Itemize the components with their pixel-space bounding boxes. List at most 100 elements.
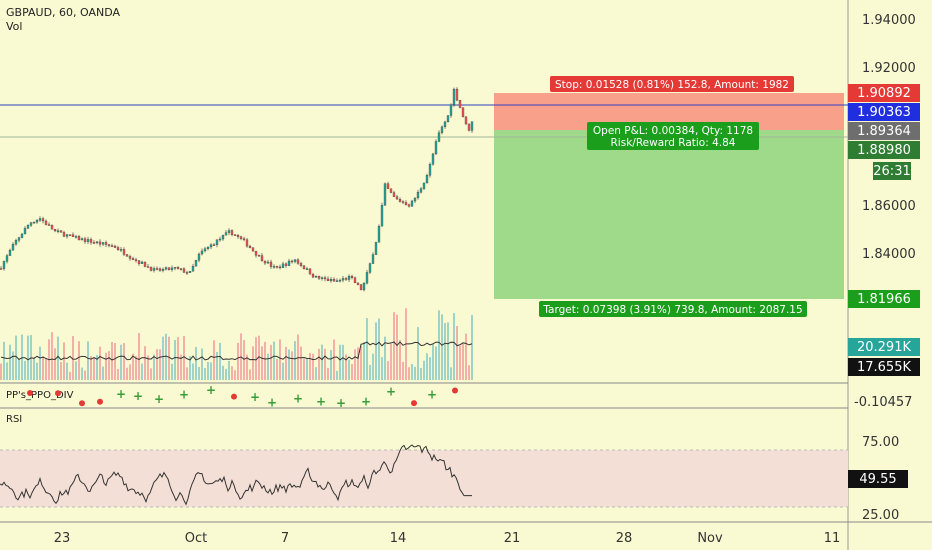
candle	[278, 266, 282, 269]
rsi-value: 49.55	[859, 472, 896, 487]
rsi-label: RSI	[6, 414, 23, 425]
candle	[272, 266, 276, 268]
volume-bar	[114, 343, 116, 380]
candle	[98, 241, 102, 245]
candle	[461, 107, 465, 117]
candle	[326, 278, 330, 282]
candle	[176, 267, 180, 269]
volume-bar	[312, 353, 314, 380]
ppo-value: -0.10457	[854, 395, 912, 410]
target-zone[interactable]	[494, 130, 844, 299]
candle	[284, 263, 288, 266]
target-price-tag	[848, 290, 920, 308]
candle	[173, 267, 177, 269]
candle	[233, 234, 237, 236]
candle	[443, 121, 447, 128]
candle	[320, 277, 324, 279]
volume-bar	[18, 358, 20, 380]
volume-bar	[261, 346, 263, 380]
volume-bar	[291, 351, 293, 380]
price-tick: 1.92000	[862, 61, 916, 76]
volume-bar	[447, 322, 449, 380]
volume-bar	[288, 349, 290, 380]
candle	[212, 244, 216, 246]
volume-bar	[237, 342, 239, 380]
volume-bar	[120, 344, 122, 380]
target-annotation-box	[539, 301, 807, 317]
volume-value: 20.291K	[857, 340, 911, 355]
candle	[248, 245, 252, 249]
volume-bar	[192, 363, 194, 380]
volume-bar	[90, 356, 92, 380]
candle	[392, 192, 396, 197]
volume-bar	[207, 361, 209, 380]
volume-bar	[429, 357, 431, 380]
candle	[227, 230, 231, 233]
volume-bar	[81, 367, 83, 380]
candle	[401, 201, 405, 203]
volume-bar	[252, 346, 254, 380]
candle	[386, 183, 390, 189]
candle	[38, 218, 42, 221]
candle	[83, 238, 87, 242]
volume-ma-line	[0, 341, 473, 361]
candle	[215, 239, 219, 245]
target-annotation: Target: 0.07398 (3.91%) 739.8, Amount: 2…	[542, 304, 802, 316]
time-tick: 7	[281, 531, 289, 546]
target-price: 1.81966	[857, 292, 911, 307]
ppo-plus-mark: +	[250, 390, 260, 404]
candle	[395, 196, 399, 200]
volume-bar	[165, 333, 167, 380]
rsi-value-tag	[848, 470, 908, 488]
volume-bar	[216, 351, 218, 380]
volume-bar	[210, 362, 212, 380]
candle	[317, 275, 321, 279]
volume-bar	[111, 341, 113, 380]
candle	[413, 197, 417, 202]
volume-bar	[426, 353, 428, 380]
candle	[218, 238, 222, 241]
volume-bar	[108, 351, 110, 380]
candle	[44, 220, 48, 225]
candle	[53, 229, 57, 232]
current-price-tag	[848, 141, 920, 159]
candle	[242, 238, 246, 240]
candle	[458, 100, 462, 108]
volume-bar	[258, 335, 260, 380]
candle	[188, 271, 192, 273]
volume-bar	[60, 362, 62, 380]
candle	[350, 275, 354, 278]
volume-bar	[231, 366, 233, 380]
volume-bar	[306, 358, 308, 380]
candle	[0, 268, 3, 270]
rsi-line	[0, 444, 472, 506]
candle	[299, 263, 303, 266]
ppo-plus-mark: +	[116, 387, 126, 401]
volume-bar	[363, 342, 365, 380]
volume-bar	[36, 362, 38, 380]
volume-bar	[9, 344, 11, 380]
candle	[263, 260, 267, 264]
candle	[56, 230, 60, 232]
ppo-plus-mark: +	[427, 387, 437, 401]
volume-bar	[204, 367, 206, 380]
candle	[446, 115, 450, 123]
volume-bar	[408, 367, 410, 380]
stop-annotation: Stop: 0.01528 (0.81%) 152.8, Amount: 198…	[555, 79, 789, 91]
candle	[95, 241, 99, 244]
countdown-tag	[873, 162, 911, 180]
candle	[197, 253, 201, 261]
time-tick: 14	[390, 531, 407, 546]
volume-bar	[72, 335, 74, 380]
volume-bar	[381, 357, 383, 380]
volume-bar	[123, 343, 125, 380]
candle	[251, 247, 255, 252]
volume-bar	[159, 349, 161, 380]
candle	[371, 254, 375, 264]
volume-bar	[69, 371, 71, 380]
candle	[410, 200, 414, 207]
volume-bar	[387, 361, 389, 380]
volume-bar	[267, 353, 269, 380]
volume-bar	[372, 353, 374, 380]
